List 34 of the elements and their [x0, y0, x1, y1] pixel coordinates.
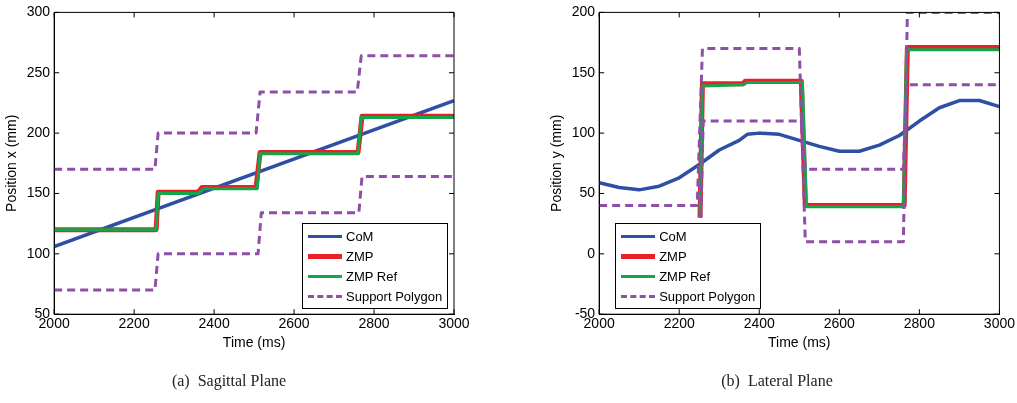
x-axis-title: Time (ms) [768, 334, 831, 351]
y-tick-label: 200 [571, 3, 596, 20]
y-tick-label: 150 [571, 63, 596, 80]
legend-label: ZMP [346, 248, 374, 264]
x-tick-label: 2600 [823, 315, 856, 332]
y-tick-label: 300 [26, 3, 51, 20]
legend-label: Support Polygon [346, 288, 443, 304]
text: (a) Sagittal Plane [171, 371, 287, 390]
x-axis-title: Time (ms) [222, 334, 286, 351]
legend-label: ZMP [659, 248, 687, 264]
legend-label: Support Polygon [659, 288, 756, 304]
legend-label: CoM [346, 228, 374, 244]
x-tick-label: 2200 [663, 315, 695, 332]
y-tick-label: 0 [587, 244, 596, 261]
y-tick-label: 250 [26, 63, 51, 80]
x-tick-label: 2600 [278, 315, 310, 332]
x-tick-label: 2200 [118, 315, 150, 332]
y-tick-label: 100 [571, 123, 596, 140]
x-tick-label: 2400 [198, 315, 230, 332]
x-tick-label: 2800 [358, 315, 390, 332]
legend-label: ZMP Ref [346, 268, 398, 284]
x-tick-label: 2800 [903, 315, 936, 332]
legend-label: ZMP Ref [659, 268, 711, 284]
x-tick-label: 2400 [743, 315, 776, 332]
y-tick-label: 200 [26, 123, 51, 140]
x-tick-label: 3000 [983, 315, 1016, 332]
y-axis-title: Position x (mm) [3, 114, 20, 212]
text: (b) Lateral Plane [721, 371, 833, 390]
x-tick-label: 3000 [438, 315, 470, 332]
y-tick-label: 50 [579, 184, 596, 201]
y-tick-label: 150 [26, 184, 51, 201]
y-axis-title: Position y (mm) [548, 114, 565, 212]
y-tick-label: 100 [26, 244, 51, 261]
legend-label: CoM [659, 228, 687, 244]
